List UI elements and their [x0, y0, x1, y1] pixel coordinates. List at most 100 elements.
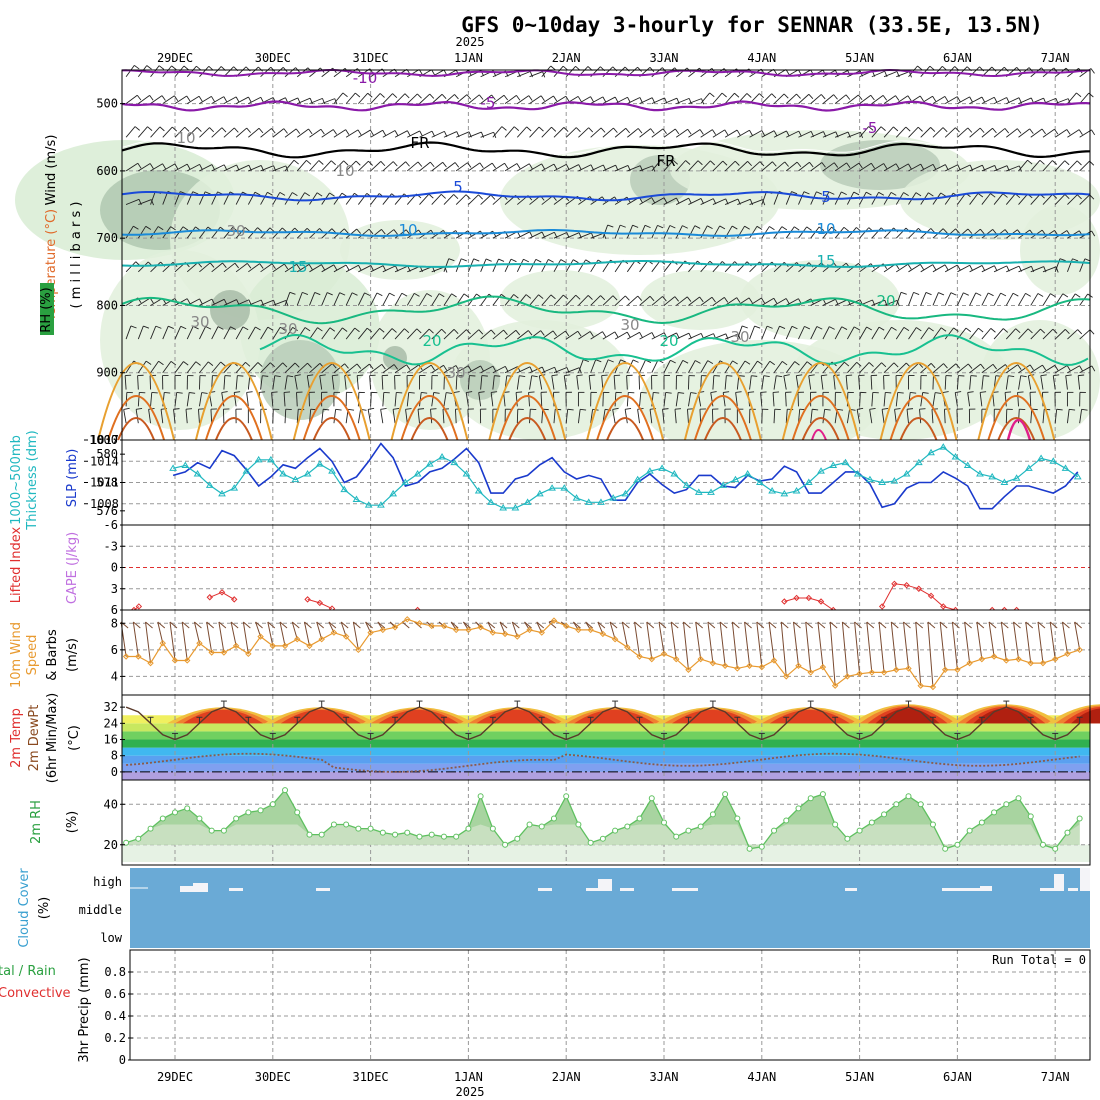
barb-flag — [516, 163, 521, 169]
barb-shaft — [969, 363, 981, 374]
thickness-point — [841, 458, 850, 466]
wind-barb — [309, 128, 325, 138]
barb-shaft — [247, 326, 256, 340]
barb-shaft — [1006, 364, 1019, 374]
barb-shaft — [235, 375, 238, 390]
barb-shaft — [920, 127, 931, 138]
barb-shaft — [517, 330, 529, 340]
wind-barb — [199, 127, 215, 138]
barb-flag — [192, 325, 199, 330]
barb-shaft — [394, 392, 397, 407]
barb-flag — [169, 621, 178, 629]
barb-flag — [271, 128, 276, 134]
barb-flag — [1059, 258, 1066, 262]
date-label-bottom: 4JAN — [747, 1070, 776, 1084]
wind-barb — [981, 328, 996, 340]
barb-flag — [230, 326, 236, 330]
barb-shaft — [272, 375, 276, 390]
wind-barb — [222, 408, 230, 424]
barb-flag — [756, 621, 765, 629]
barb-shaft — [553, 163, 567, 172]
barb-flag — [784, 161, 789, 167]
barb-shaft — [736, 375, 740, 390]
barb-shaft — [834, 94, 847, 104]
wind-barb — [455, 375, 463, 390]
axis-tick-label: 24 — [104, 716, 118, 730]
wind-barb-10m — [695, 621, 704, 660]
barb-shaft — [602, 224, 609, 239]
wind-barb — [223, 326, 236, 340]
wind-speed-point — [342, 633, 350, 640]
rh-point — [587, 839, 594, 846]
thickness-point — [169, 464, 177, 471]
thickness-point — [780, 489, 789, 497]
axis-tick-label: 500 — [96, 97, 118, 111]
wind-barb — [565, 391, 572, 407]
wind-barb — [174, 392, 183, 407]
warm-contour — [997, 417, 1036, 441]
wind-barb — [639, 391, 647, 407]
barb-flag — [688, 197, 692, 204]
wind-barb — [541, 126, 557, 138]
wind-barb — [737, 161, 753, 172]
axis-tick-label: 580 — [96, 447, 118, 461]
wind-barb — [700, 129, 717, 138]
barb-shaft — [260, 263, 273, 273]
wind-barb — [431, 293, 445, 306]
barb-flag — [267, 326, 274, 331]
warm-contour — [606, 417, 645, 441]
barb-shaft — [957, 66, 968, 78]
barb-flag — [651, 197, 656, 203]
barb-flag — [1049, 621, 1058, 629]
wind-barb-10m — [621, 621, 630, 648]
rh-point — [709, 811, 716, 818]
barb-shaft — [419, 93, 431, 104]
rh-point — [489, 825, 496, 832]
wind-grid — [122, 610, 1090, 695]
barb-flag — [199, 164, 203, 170]
barb-shaft — [688, 198, 702, 205]
cloud-gap — [620, 888, 634, 891]
thickness-point — [181, 461, 190, 468]
barb-flag — [429, 93, 435, 99]
barb-shaft — [407, 130, 420, 138]
barb-shaft — [612, 409, 616, 424]
thickness-point — [902, 470, 911, 477]
barb-flag — [510, 258, 517, 263]
barb-flag — [478, 329, 484, 335]
barb-shaft — [896, 71, 910, 78]
wind-barb — [822, 326, 835, 340]
barb-shaft — [675, 392, 679, 407]
barb-shaft — [744, 621, 751, 666]
rh-point — [783, 817, 790, 824]
barb-shaft — [749, 226, 758, 239]
barb-shaft — [1037, 621, 1044, 664]
barb-flag — [1037, 621, 1046, 629]
barb-flag — [747, 161, 753, 167]
precip-panel: 0.80.60.40.20 Run Total = 0 tal / Rain C… — [0, 949, 1091, 1067]
rh-point — [1064, 829, 1071, 836]
barb-flag — [805, 621, 814, 629]
barb-shaft — [358, 160, 369, 172]
wind-barb — [223, 127, 239, 138]
barb-flag — [158, 360, 164, 366]
wind-barb — [761, 360, 776, 373]
wind-speed-point — [184, 657, 191, 664]
barb-shaft — [773, 375, 777, 390]
barb-flag — [940, 327, 947, 332]
wind-barb — [431, 364, 448, 374]
barb-flag — [793, 621, 801, 629]
wind-barb — [1029, 391, 1037, 407]
barb-flag — [320, 128, 325, 135]
barb-shaft — [1079, 194, 1091, 205]
barb-shaft — [675, 160, 686, 172]
wind-speed-point — [929, 683, 937, 691]
wind-barb-10m — [988, 621, 997, 657]
barb-flag — [866, 621, 875, 629]
thickness-point — [462, 470, 471, 477]
wind-barb — [956, 292, 969, 306]
barb-flag — [551, 374, 558, 377]
barb-flag — [721, 92, 727, 98]
barb-flag — [1042, 364, 1047, 371]
barb-shaft — [614, 127, 627, 138]
